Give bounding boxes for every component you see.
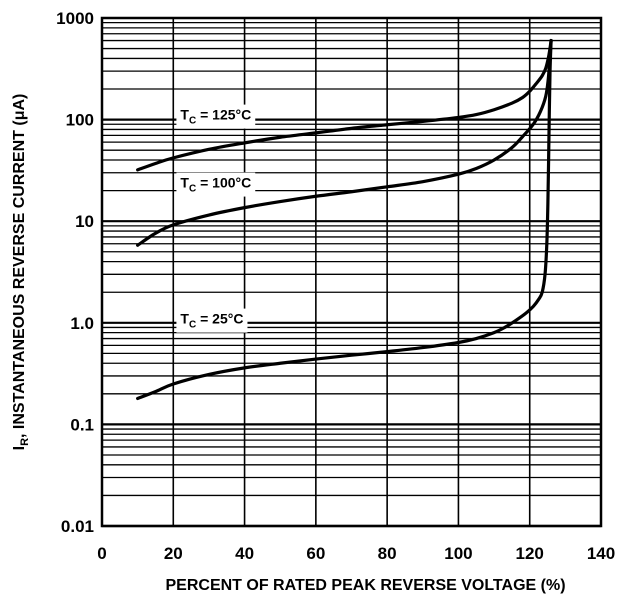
x-tick-label: 120 (516, 544, 544, 563)
y-axis-symbol: I (11, 446, 28, 450)
x-tick-label: 100 (444, 544, 472, 563)
series-label-2: TC = 25°C (176, 308, 248, 333)
y-tick-label: 0.01 (61, 517, 94, 536)
series-label-symbol: T (180, 175, 189, 191)
series-label-text: TC = 125°C (180, 107, 251, 127)
y-axis-symbol-subscript: R (19, 438, 31, 446)
x-tick-label: 60 (306, 544, 325, 563)
series-label-background (176, 104, 256, 129)
series-label-subscript: C (189, 116, 196, 127)
y-axis-symbol-comma: , (11, 434, 28, 438)
y-tick-label: 0.1 (70, 415, 94, 434)
y-tick-label: 1000 (56, 9, 94, 28)
series-line-1 (136, 38, 553, 247)
y-axis-title: IR, INSTANTANEOUS REVERSE CURRENT (μA) (11, 94, 31, 451)
plot-frame (100, 16, 603, 528)
x-tick-label: 0 (97, 544, 106, 563)
series-label-value: = 25°C (196, 311, 243, 327)
y-tick-label: 1.0 (70, 314, 94, 333)
series-label-text: TC = 25°C (180, 311, 243, 331)
series-label-value: = 100°C (196, 175, 251, 191)
series-label-symbol: T (180, 107, 189, 123)
series-line-2 (136, 38, 553, 401)
y-tick-labels: 0.01 0.1 1.0 10 100 1000 (56, 9, 94, 536)
x-tick-label: 80 (378, 544, 397, 563)
curves (136, 38, 553, 401)
series-label-symbol: T (180, 311, 189, 327)
series-label-0: TC = 125°C (176, 104, 256, 129)
grid (101, 18, 602, 528)
series-label-text: TC = 100°C (180, 175, 251, 195)
y-tick-label: 100 (66, 111, 94, 130)
y-tick-label: 10 (75, 212, 94, 231)
x-tick-labels: 0 20 40 60 80 100 120 140 (97, 544, 615, 563)
x-tick-label: 40 (235, 544, 254, 563)
series-label-background (176, 172, 256, 197)
x-axis-title: PERCENT OF RATED PEAK REVERSE VOLTAGE (%… (165, 577, 565, 594)
series-label-1: TC = 100°C (176, 172, 256, 197)
x-tick-label: 20 (164, 544, 183, 563)
series-label-value: = 125°C (196, 107, 251, 123)
series-label-subscript: C (189, 320, 196, 331)
y-axis-title-main: INSTANTANEOUS REVERSE CURRENT (μA) (11, 94, 28, 429)
series-label-background (176, 308, 248, 333)
curve-labels: TC = 125°CTC = 100°CTC = 25°C (176, 104, 256, 333)
series-label-subscript: C (189, 184, 196, 195)
series-line-0 (136, 38, 553, 172)
x-tick-label: 140 (587, 544, 615, 563)
